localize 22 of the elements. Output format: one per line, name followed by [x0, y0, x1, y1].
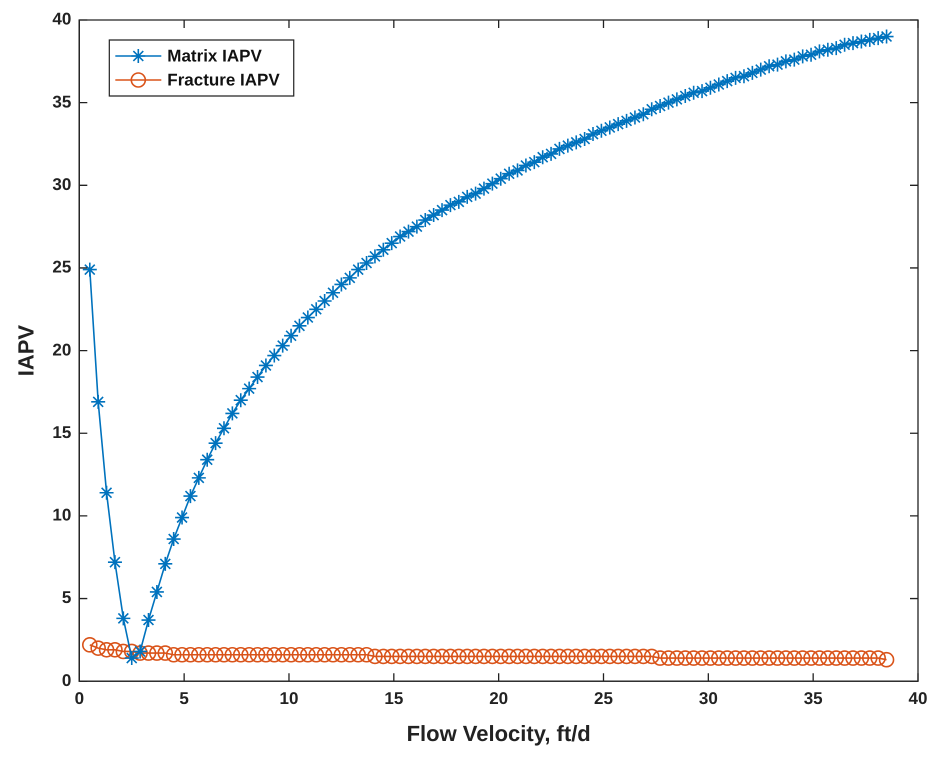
x-tick-label: 40 — [908, 689, 928, 708]
x-tick-label: 0 — [74, 689, 84, 708]
y-tick-label: 15 — [52, 422, 72, 442]
x-tick-label: 15 — [384, 689, 404, 708]
x-tick-label: 25 — [594, 689, 613, 708]
y-tick-label: 25 — [52, 258, 72, 277]
x-axis-title: Flow Velocity, ft/d — [406, 720, 591, 746]
x-tick-label: 5 — [179, 689, 189, 708]
y-tick-label: 35 — [52, 92, 72, 112]
x-tick-label: 20 — [489, 689, 508, 708]
y-tick-label: 5 — [62, 588, 72, 608]
y-tick-label: 30 — [52, 174, 72, 194]
x-tick-label: 35 — [804, 689, 823, 708]
y-tick-label: 20 — [52, 340, 72, 360]
legend-label: Matrix IAPV — [167, 46, 262, 66]
x-tick-label: 30 — [698, 689, 718, 708]
legend-label: Fracture IAPV — [167, 70, 280, 90]
y-tick-label: 40 — [52, 10, 72, 29]
y-tick-label: 0 — [62, 670, 72, 690]
y-tick-label: 10 — [52, 506, 72, 525]
x-tick-label: 10 — [280, 689, 298, 708]
y-axis-title: IAPV — [13, 324, 38, 376]
